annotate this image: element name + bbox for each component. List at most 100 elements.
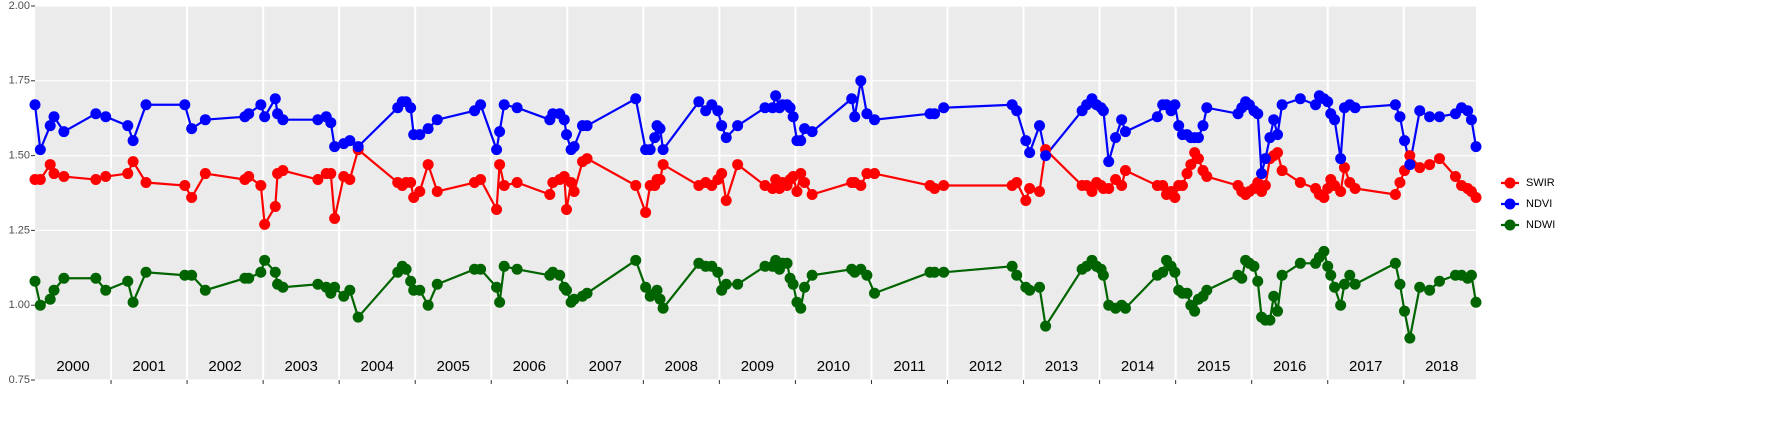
point (431, 114, 443, 126)
point (1020, 194, 1032, 206)
point (712, 105, 724, 117)
point (1394, 278, 1406, 290)
point (787, 278, 799, 290)
point (544, 188, 556, 200)
point (325, 117, 337, 129)
point (869, 168, 881, 180)
point (720, 278, 732, 290)
point (561, 284, 573, 296)
point (759, 260, 771, 272)
point (1276, 269, 1288, 281)
point (90, 108, 102, 120)
point (929, 183, 941, 195)
point (849, 111, 861, 123)
point (654, 123, 666, 135)
point (716, 120, 728, 132)
point (44, 293, 56, 305)
point (422, 299, 434, 311)
point (1110, 132, 1122, 144)
point (795, 168, 807, 180)
point (1424, 284, 1436, 296)
point (654, 293, 666, 305)
point (1173, 120, 1185, 132)
point (186, 269, 198, 281)
year-label: 2017 (1349, 358, 1382, 375)
point (498, 260, 510, 272)
point (58, 171, 70, 183)
point (799, 177, 811, 189)
point (929, 108, 941, 120)
point (1024, 183, 1036, 195)
point (1272, 129, 1284, 141)
point (475, 174, 487, 186)
point (255, 266, 267, 278)
point (1294, 93, 1306, 105)
point (644, 144, 656, 156)
point (1119, 126, 1131, 138)
point (100, 171, 112, 183)
point (1024, 147, 1036, 159)
point (329, 212, 341, 224)
point (352, 311, 364, 323)
point (1414, 162, 1426, 174)
point (581, 120, 593, 132)
point (561, 203, 573, 215)
point (1329, 281, 1341, 293)
point (861, 269, 873, 281)
point (511, 102, 523, 114)
point (861, 108, 873, 120)
point (405, 275, 417, 287)
point (1272, 305, 1284, 317)
point (1157, 266, 1169, 278)
point (554, 269, 566, 281)
point (1119, 165, 1131, 177)
point (243, 108, 255, 120)
point (720, 132, 732, 144)
point (855, 75, 867, 87)
point (58, 126, 70, 138)
year-label: 2010 (817, 358, 850, 375)
point (277, 165, 289, 177)
point (657, 144, 669, 156)
point (312, 114, 324, 126)
point (1256, 168, 1268, 180)
point (1470, 141, 1482, 153)
point (199, 114, 211, 126)
point (1011, 269, 1023, 281)
legend-label: NDWI (1526, 219, 1555, 231)
point (491, 203, 503, 215)
point (475, 99, 487, 111)
point (431, 278, 443, 290)
point (48, 284, 60, 296)
point (846, 93, 858, 105)
point (34, 299, 46, 311)
point (414, 129, 426, 141)
point (1185, 159, 1197, 171)
point (1264, 314, 1276, 326)
point (1116, 114, 1128, 126)
legend-marker (1504, 177, 1516, 189)
point (1268, 290, 1280, 302)
point (1433, 275, 1445, 287)
point (400, 263, 412, 275)
point (693, 96, 705, 108)
point (325, 168, 337, 180)
point (1176, 180, 1188, 192)
year-label: 2009 (741, 358, 774, 375)
point (1192, 132, 1204, 144)
point (938, 180, 950, 192)
point (1181, 287, 1193, 299)
point (1338, 278, 1350, 290)
point (1034, 120, 1046, 132)
point (1349, 102, 1361, 114)
point (787, 111, 799, 123)
point (1449, 171, 1461, 183)
point (732, 120, 744, 132)
point (654, 174, 666, 186)
point (48, 168, 60, 180)
point (48, 111, 60, 123)
point (1097, 269, 1109, 281)
point (1349, 183, 1361, 195)
year-label: 2016 (1273, 358, 1306, 375)
point (1040, 150, 1052, 162)
